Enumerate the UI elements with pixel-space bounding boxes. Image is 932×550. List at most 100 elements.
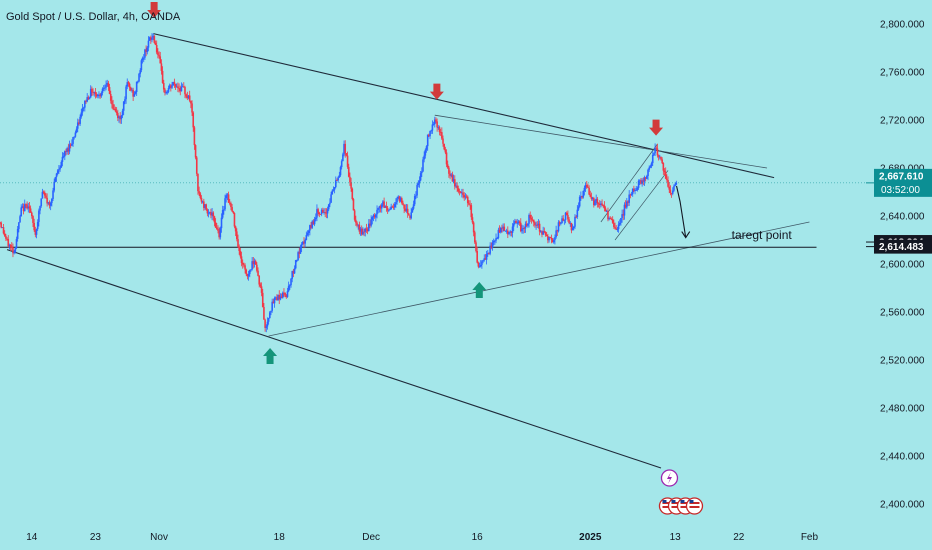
candle-body xyxy=(300,244,303,248)
candle-body xyxy=(314,217,317,220)
candle-body xyxy=(518,221,521,223)
candle-body xyxy=(155,45,158,53)
candle-body xyxy=(111,100,113,105)
candle-body xyxy=(25,204,27,206)
candle-body xyxy=(312,221,315,225)
candle-body xyxy=(626,201,628,208)
candle-body xyxy=(223,209,225,211)
candle-body xyxy=(470,205,473,218)
candle-body xyxy=(412,204,415,209)
candle-body xyxy=(13,252,15,254)
candle-body xyxy=(80,112,83,117)
candle-body xyxy=(399,198,402,202)
candle-body xyxy=(96,94,99,97)
candle-body xyxy=(462,192,464,196)
candle-body xyxy=(309,225,311,231)
candle-body xyxy=(608,218,610,220)
candle-body xyxy=(219,228,222,238)
small-channel-top-line[interactable] xyxy=(600,143,658,223)
candle-body xyxy=(86,97,88,102)
candle-body xyxy=(498,229,501,233)
candle-body xyxy=(405,208,408,211)
candle-body xyxy=(389,208,391,210)
candle-body xyxy=(534,222,536,226)
candle-body xyxy=(627,201,629,203)
candle-body xyxy=(319,214,322,215)
x-tick-label: 14 xyxy=(26,532,38,543)
candle-body xyxy=(661,159,663,164)
candle-body xyxy=(303,241,305,244)
candle-body xyxy=(353,210,356,220)
y-tick-label: 2,720.000 xyxy=(880,116,925,127)
candle-body xyxy=(82,107,85,109)
candle-body xyxy=(48,202,51,206)
candle-body xyxy=(164,89,166,93)
candle-body xyxy=(482,260,484,262)
flag-stripe xyxy=(662,506,673,508)
upper-resistance-line[interactable] xyxy=(153,33,775,179)
candle-body xyxy=(175,86,178,88)
candle-body xyxy=(655,147,658,149)
candle-body xyxy=(362,231,364,235)
candle-body xyxy=(417,183,420,186)
candle-body xyxy=(5,235,7,239)
candle-body xyxy=(100,92,103,97)
candle-body xyxy=(446,164,449,168)
candle-body xyxy=(112,104,114,109)
candle-body xyxy=(147,40,150,48)
candle-body xyxy=(398,196,401,202)
candle-body xyxy=(669,189,672,193)
candle-body xyxy=(432,124,435,125)
candle-body xyxy=(212,212,215,217)
candle-body xyxy=(491,242,494,248)
candle-body xyxy=(542,231,544,235)
price-label-value: 2,614.483 xyxy=(879,242,924,253)
small-channel-bottom-line[interactable] xyxy=(614,170,669,241)
x-tick-label: 2025 xyxy=(579,532,602,543)
candle-body xyxy=(174,84,177,87)
candle-body xyxy=(285,295,288,297)
candle-body xyxy=(439,132,442,133)
candle-body xyxy=(461,192,463,194)
candle-body xyxy=(545,234,548,237)
candle-body xyxy=(245,269,248,275)
candle-body xyxy=(35,229,38,235)
candle-body xyxy=(187,95,190,98)
rising-support-line[interactable] xyxy=(268,221,810,337)
candle-body xyxy=(380,204,383,209)
candle-body xyxy=(264,319,266,328)
candle-body xyxy=(409,215,411,219)
candle-body xyxy=(256,264,258,271)
lower-channel-line[interactable] xyxy=(6,249,662,469)
candle-body xyxy=(504,230,507,232)
candle-body xyxy=(33,222,35,231)
candle-body xyxy=(552,240,555,243)
candle-body xyxy=(347,166,350,177)
candle-body xyxy=(135,81,138,93)
candle-body xyxy=(358,224,361,232)
candle-body xyxy=(296,260,298,261)
time-axis[interactable]: 14 23 Nov 18 Dec 16 2025 13 22 Feb xyxy=(26,532,818,543)
candle-body xyxy=(325,212,328,214)
candle-body xyxy=(485,254,488,260)
candle-body xyxy=(240,256,243,263)
candle-body xyxy=(382,201,384,205)
candle-body xyxy=(475,242,477,252)
forecast-arrowhead xyxy=(681,231,691,239)
event-icons[interactable] xyxy=(658,469,704,515)
candle-body xyxy=(548,237,550,241)
candle-body xyxy=(435,119,437,122)
secondary-resistance-line[interactable] xyxy=(434,114,768,169)
candle-body xyxy=(0,222,2,228)
candle-body xyxy=(638,180,641,182)
candle-body xyxy=(664,172,667,179)
candle-body xyxy=(352,198,355,211)
candle-body xyxy=(370,219,372,226)
candle-body xyxy=(292,271,295,274)
candle-body xyxy=(424,149,427,156)
candle-body xyxy=(2,227,5,234)
candle-body xyxy=(157,52,159,55)
candle-body xyxy=(522,228,524,230)
chart-title: Gold Spot / U.S. Dollar, 4h, OANDA xyxy=(6,11,181,23)
